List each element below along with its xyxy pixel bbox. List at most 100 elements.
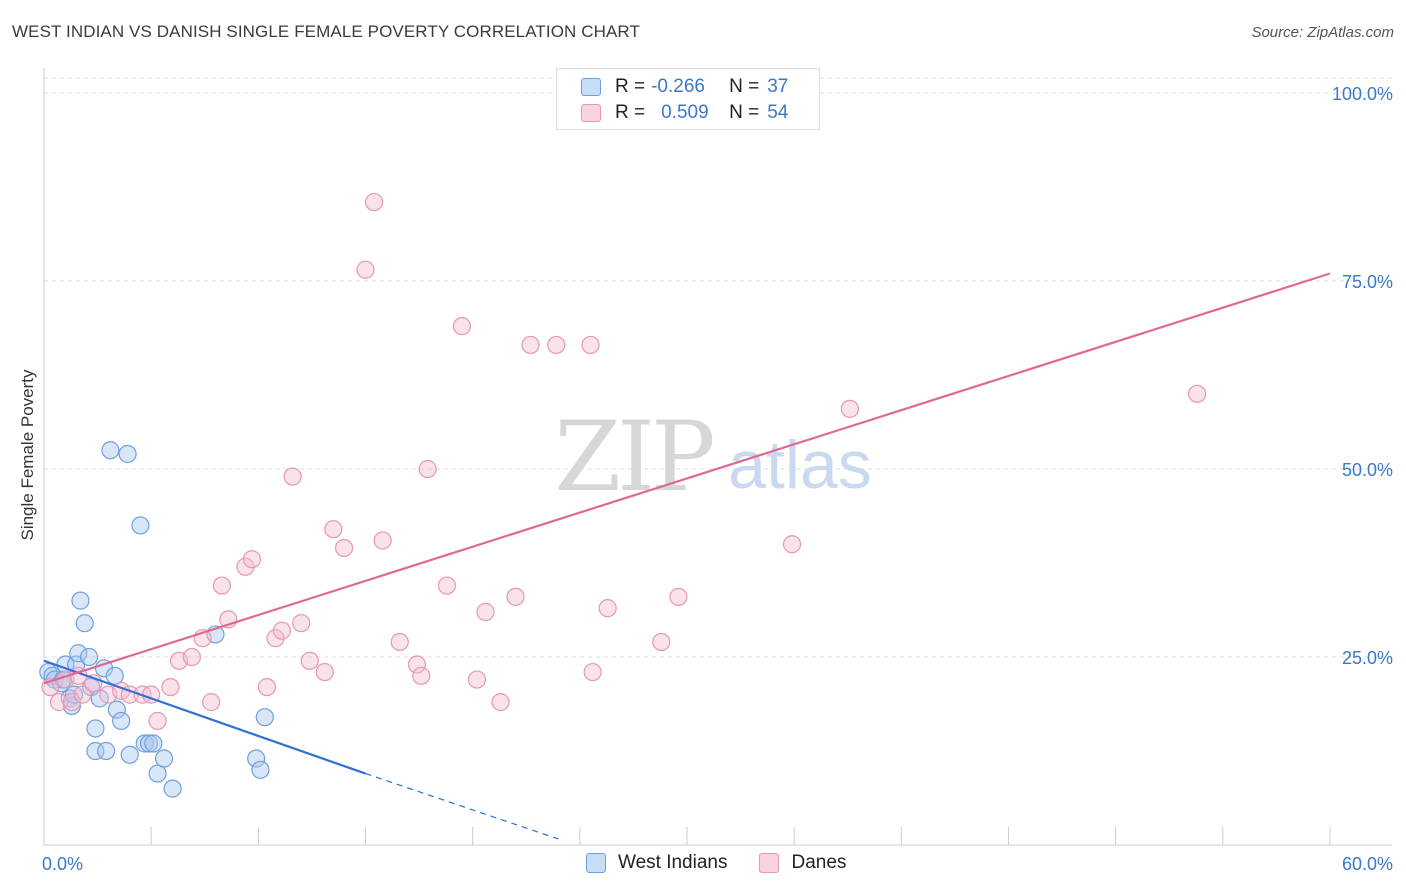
point-danes [283, 467, 302, 486]
legend-n-label: N = [729, 102, 760, 123]
point-danes [491, 693, 510, 712]
legend-r-value: 0.509 [661, 102, 709, 123]
point-danes [1188, 384, 1207, 403]
point-danes [452, 317, 472, 336]
point-west-indians [75, 614, 94, 633]
legend-row-danes: R = 0.509 N = 54 [581, 101, 788, 125]
watermark: ZIP atlas [554, 401, 871, 513]
point-danes [506, 587, 525, 606]
legend-r-label: R = [615, 76, 646, 97]
point-west-indians [131, 516, 150, 535]
point-west-indians [90, 689, 109, 708]
point-danes [356, 260, 375, 279]
point-west-indians [144, 734, 163, 753]
point-danes [581, 335, 600, 355]
legend-label-west-indians: West Indians [618, 852, 728, 873]
point-danes [236, 557, 255, 576]
point-west-indians [86, 719, 105, 738]
point-danes [300, 651, 319, 670]
y-tick-label: 25.0% [1342, 648, 1393, 668]
point-danes [437, 576, 457, 595]
y-axis-label: Single Female Poverty [18, 369, 37, 541]
legend-item-danes[interactable]: Danes [759, 852, 846, 874]
point-danes [476, 602, 495, 621]
point-west-indians [148, 764, 167, 783]
point-danes [334, 538, 354, 558]
point-danes [373, 531, 392, 550]
point-west-indians [97, 741, 116, 761]
legend-n-label: N = [729, 76, 760, 97]
legend-row-west-indians: R = -0.266 N = 37 [581, 75, 788, 99]
point-west-indians [94, 659, 114, 678]
source-label: Source: ZipAtlas.com [1251, 24, 1394, 41]
point-west-indians [247, 749, 266, 768]
trend-line-west-indians [43, 659, 366, 775]
point-danes [161, 677, 180, 697]
point-danes [257, 677, 277, 697]
legend-label-danes: Danes [791, 852, 847, 873]
legend-swatch-blue [586, 853, 606, 873]
point-west-indians [139, 734, 159, 753]
point-danes [364, 192, 384, 212]
point-danes [782, 535, 802, 554]
point-danes [315, 662, 334, 682]
point-danes [292, 614, 311, 633]
point-danes [242, 550, 262, 569]
x-tick-label: 0.0% [42, 854, 83, 874]
tick-label-layer: 25.0% 50.0% 75.0% 100.0% 0.0% 60.0% [42, 84, 1393, 874]
point-west-indians [107, 700, 126, 719]
point-danes [324, 520, 343, 539]
point-danes [148, 711, 167, 731]
legend-swatch-pink [581, 104, 601, 122]
point-danes [212, 576, 231, 595]
point-west-indians [86, 741, 105, 761]
point-west-indians [69, 644, 88, 663]
point-danes [652, 632, 671, 652]
point-west-indians [120, 745, 139, 764]
x-tick-label: 60.0% [1342, 854, 1393, 874]
watermark-atlas: atlas [728, 427, 872, 503]
legend-r-value: -0.266 [651, 76, 705, 97]
axis-layer [43, 68, 1392, 846]
point-danes [49, 693, 69, 712]
point-danes [62, 693, 81, 712]
point-west-indians [251, 760, 270, 779]
legend-n-value: 37 [767, 76, 789, 97]
trend-line-danes [43, 272, 1331, 685]
legend-n-value: 54 [767, 102, 789, 123]
trend-line-west-indians-extension [365, 772, 559, 840]
point-danes [840, 399, 859, 418]
point-danes [412, 666, 431, 685]
point-danes [407, 655, 427, 674]
point-danes [272, 621, 292, 640]
point-danes [547, 335, 566, 355]
point-west-indians [105, 666, 124, 685]
point-west-indians [79, 647, 99, 667]
point-danes [182, 647, 201, 667]
point-west-indians [163, 779, 182, 798]
point-west-indians [101, 441, 120, 460]
point-danes [583, 662, 602, 682]
y-tick-label: 100.0% [1332, 84, 1393, 104]
y-tick-label: 75.0% [1342, 272, 1393, 292]
chart-title: WEST INDIAN VS DANISH SINGLE FEMALE POVE… [12, 22, 640, 41]
point-west-indians [71, 591, 90, 610]
point-danes [467, 670, 487, 689]
y-tick-label: 50.0% [1342, 460, 1393, 480]
point-danes [598, 599, 617, 618]
legend-r-label: R = [615, 102, 646, 123]
trend-layer [43, 272, 1331, 840]
point-danes [202, 693, 221, 712]
point-danes [266, 629, 285, 648]
legend-item-west-indians[interactable]: West Indians [586, 852, 727, 874]
correlation-legend: R = -0.266 N = 37 R = 0.509 N = 54 [556, 68, 820, 130]
point-west-indians [118, 444, 137, 464]
point-west-indians [112, 711, 131, 731]
legend-swatch-blue [581, 78, 601, 96]
point-danes [73, 685, 92, 704]
point-danes [418, 459, 437, 479]
point-danes [669, 587, 688, 606]
point-west-indians [154, 749, 174, 768]
point-west-indians [255, 708, 274, 727]
